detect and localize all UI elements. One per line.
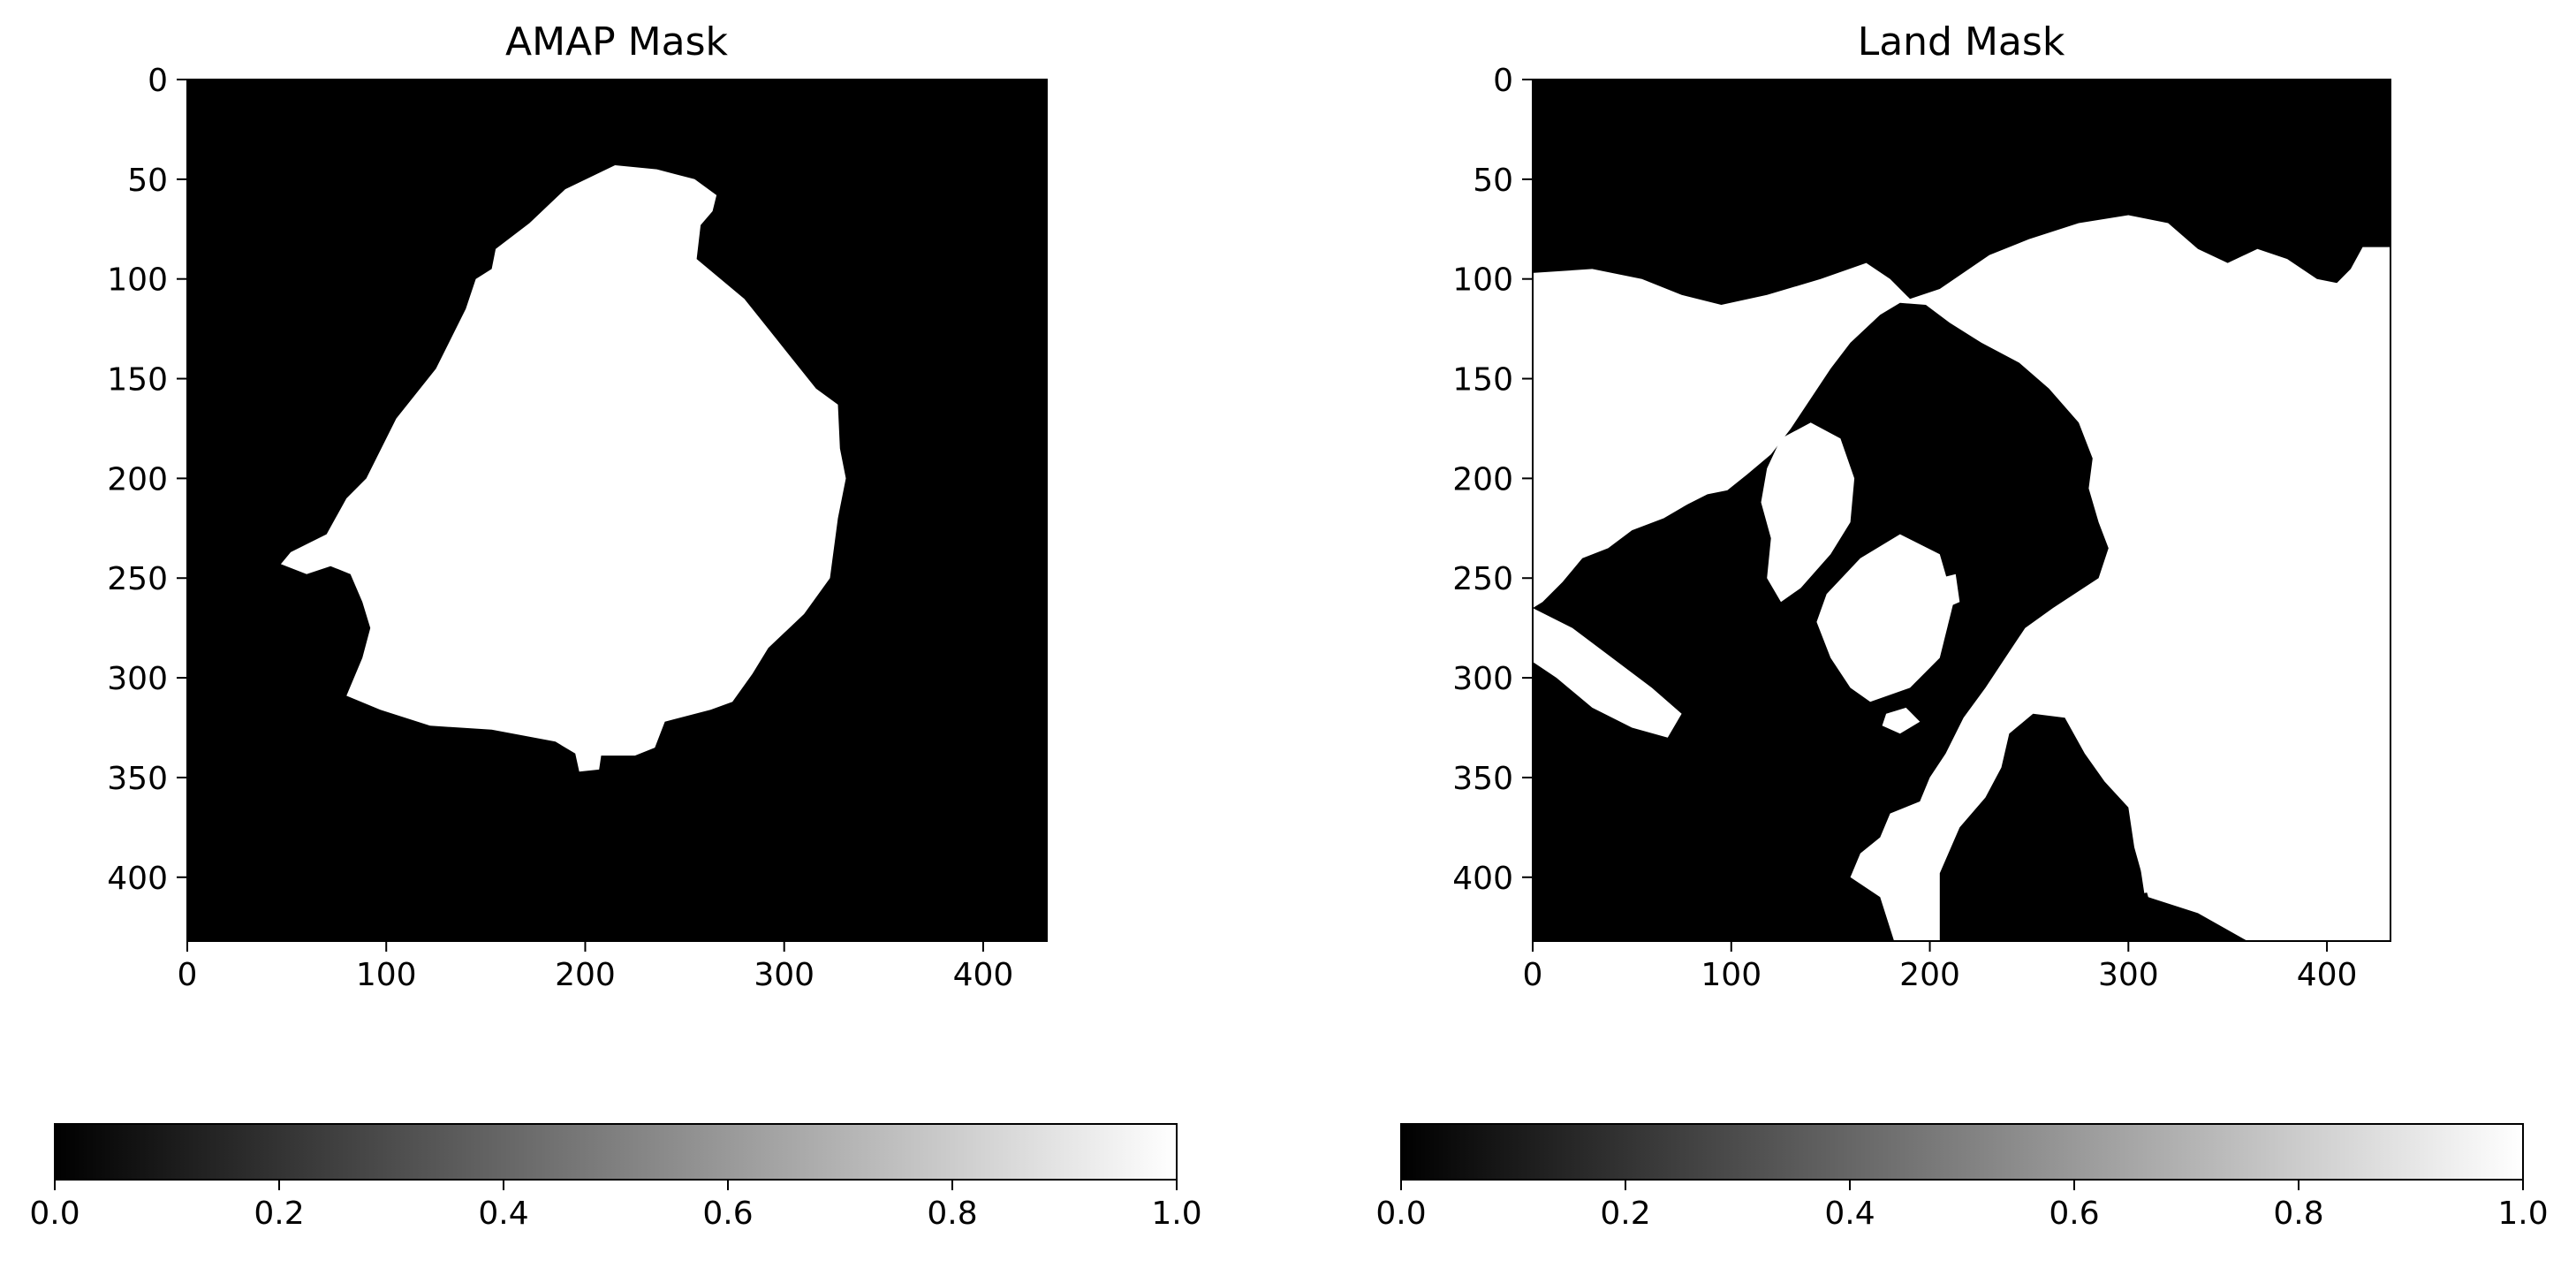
land-mask-frame — [1532, 79, 2391, 942]
land-mask-title: Land Mask — [1858, 19, 2065, 65]
land-mask-x-tick-label: 400 — [2297, 957, 2358, 993]
amap-mask-title: AMAP Mask — [505, 19, 729, 65]
amap-mask-panel: AMAP Mask 0 100 200 300 400 0 50 100 150 200 250 30… — [107, 19, 1048, 993]
land-mask-region-8 — [1939, 573, 1960, 609]
land-mask-y-tick-label: 200 — [1452, 461, 1513, 497]
land-mask-colorbar-tick-label: 0.8 — [2273, 1196, 2323, 1232]
land-mask-colorbar-tick-label: 0.0 — [1375, 1196, 1426, 1232]
amap-mask-x-tick-label: 300 — [754, 957, 814, 993]
land-mask-region-5 — [2138, 837, 2188, 893]
land-mask-colorbar-tick-label: 0.2 — [1600, 1196, 1650, 1232]
amap-mask-y-tick-label: 400 — [107, 861, 168, 897]
land-mask-y-tick-label: 250 — [1452, 561, 1513, 597]
amap-mask-colorbar-tick-label: 0.6 — [702, 1196, 753, 1232]
land-mask-x-tick-label: 0 — [1523, 957, 1543, 993]
amap-mask-colorbar: 0.0 0.2 0.4 0.6 0.8 1.0 — [29, 1123, 1202, 1232]
land-mask-panel: Land Mask 0 100 200 300 400 0 50 100 150 200 250 30… — [1452, 19, 2391, 993]
land-mask-x-tick-label: 200 — [1899, 957, 1960, 993]
land-mask-colorbar-gradient — [1401, 1124, 2523, 1180]
amap-mask-plot-area — [187, 80, 1047, 941]
land-mask-colorbar-frame — [1400, 1123, 2524, 1181]
amap-mask-y-tick-label: 150 — [107, 362, 168, 399]
land-mask-colorbar-tick-label: 0.4 — [1824, 1196, 1875, 1232]
land-mask-y-tick-label: 350 — [1452, 761, 1513, 797]
land-mask-x-tick-label: 300 — [2098, 957, 2159, 993]
amap-mask-colorbar-tick-label: 0.0 — [29, 1196, 80, 1232]
amap-mask-y-tick-label: 300 — [107, 661, 168, 697]
amap-mask-colorbar-tick-label: 1.0 — [1151, 1196, 1201, 1232]
land-mask-x-tick-label: 100 — [1701, 957, 1762, 993]
amap-mask-colorbar-tick-label: 0.8 — [927, 1196, 977, 1232]
amap-mask-frame — [186, 79, 1048, 942]
land-mask-region-9 — [1549, 514, 1593, 550]
amap-mask-colorbar-tick-label: 0.4 — [478, 1196, 528, 1232]
amap-mask-colorbar-tick-label: 0.2 — [254, 1196, 304, 1232]
amap-mask-y-tick-label: 50 — [127, 163, 168, 199]
land-mask-y-tick-label: 300 — [1452, 661, 1513, 697]
land-mask-colorbar-tick-label: 0.6 — [2049, 1196, 2099, 1232]
land-mask-y-tick-label: 400 — [1452, 861, 1513, 897]
amap-mask-region-0 — [280, 165, 846, 772]
amap-mask-colorbar-gradient — [55, 1124, 1177, 1180]
land-mask-region-1 — [1816, 534, 1954, 702]
land-mask-y-tick-label: 100 — [1452, 262, 1513, 299]
amap-mask-y-tick-label: 200 — [107, 461, 168, 497]
amap-mask-axes: 0 100 200 300 400 0 50 100 150 200 250 300 350 400 — [107, 63, 1048, 993]
land-mask-region-6 — [2330, 825, 2390, 862]
land-mask-y-tick-label: 50 — [1473, 163, 1513, 199]
land-mask-region-4 — [2237, 741, 2307, 808]
amap-mask-x-tick-label: 0 — [178, 957, 198, 993]
amap-mask-x-tick-label: 100 — [356, 957, 417, 993]
amap-mask-colorbar-frame — [54, 1123, 1178, 1181]
land-mask-axes: 0 100 200 300 400 0 50 100 150 200 250 300 350 400 — [1452, 63, 2391, 993]
land-mask-y-tick-label: 150 — [1452, 362, 1513, 399]
amap-mask-y-tick-label: 100 — [107, 262, 168, 299]
land-mask-region-2 — [1761, 422, 1855, 603]
amap-mask-y-tick-label: 250 — [107, 561, 168, 597]
land-mask-region-7 — [1882, 707, 1921, 734]
amap-mask-x-tick-label: 400 — [953, 957, 1014, 993]
amap-mask-y-tick-label: 350 — [107, 761, 168, 797]
amap-mask-y-tick-label: 0 — [148, 63, 168, 99]
land-mask-region-0 — [1533, 215, 2390, 941]
land-mask-plot-area — [1533, 80, 2390, 941]
amap-mask-x-tick-label: 200 — [555, 957, 616, 993]
land-mask-y-tick-label: 0 — [1493, 63, 1513, 99]
land-mask-colorbar: 0.0 0.2 0.4 0.6 0.8 1.0 — [1375, 1123, 2549, 1232]
land-mask-region-3 — [1533, 608, 1682, 738]
land-mask-colorbar-tick-label: 1.0 — [2497, 1196, 2548, 1232]
